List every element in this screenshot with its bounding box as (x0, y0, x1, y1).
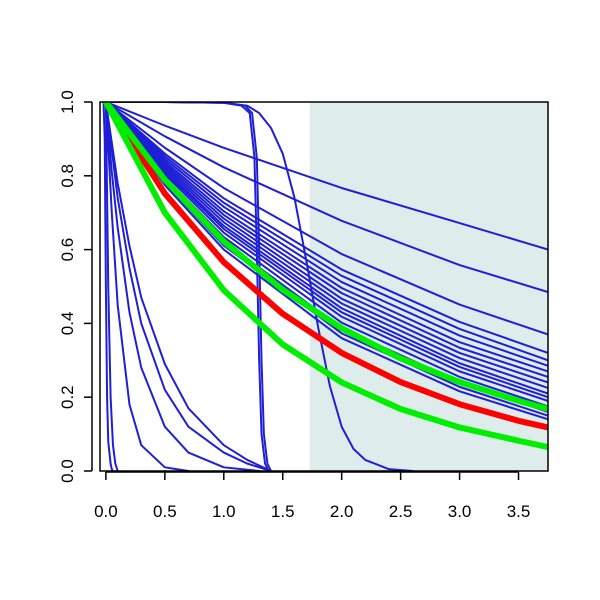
series-line-17 (102, 102, 114, 471)
series-line-22 (104, 102, 272, 471)
x-tick-label-0: 0.0 (94, 502, 118, 521)
series-line-1 (104, 102, 548, 294)
series-line-8 (104, 102, 548, 384)
series-line-11 (104, 102, 548, 399)
series-line-28 (102, 102, 548, 451)
x-tick-label-3: 1.5 (271, 502, 295, 521)
y-tick-label-3: 0.6 (58, 238, 77, 262)
axes-group: 0.0 0.5 1.0 1.5 2.0 2.5 3.0 3.5 0.0 0.2 0.4 0.6 0.8 1… (58, 90, 530, 521)
y-tick-label-2: 0.4 (58, 312, 77, 336)
series-line-26 (102, 102, 548, 431)
series-line-7 (104, 102, 548, 378)
series-line-5 (104, 102, 548, 367)
series-line-2 (104, 102, 548, 336)
series-line-25 (104, 102, 414, 471)
series-line-9 (104, 102, 548, 389)
x-tick-label-2: 1.0 (212, 502, 236, 521)
x-tick-label-7: 3.5 (507, 502, 531, 521)
plot-frame (99, 101, 549, 472)
series-line-20 (104, 102, 261, 471)
y-tick-label-5: 1.0 (58, 90, 77, 114)
series-group (102, 102, 548, 471)
series-line-18 (104, 102, 119, 471)
y-tick-label-0: 0.0 (58, 459, 77, 483)
y-tick-label-1: 0.2 (58, 385, 77, 409)
series-line-23 (104, 102, 270, 471)
series-line-0 (104, 102, 548, 251)
series-line-3 (104, 102, 548, 354)
series-line-24 (104, 102, 272, 471)
y-tick-label-4: 0.8 (58, 164, 77, 188)
x-tick-label-4: 2.0 (330, 502, 354, 521)
series-line-27 (102, 102, 548, 413)
x-tick-label-1: 0.5 (153, 502, 177, 521)
series-line-4 (104, 102, 548, 362)
series-line-6 (104, 102, 548, 373)
series-line-19 (104, 102, 190, 471)
x-tick-label-5: 2.5 (389, 502, 413, 521)
x-tick-label-6: 3.0 (448, 502, 472, 521)
series-line-21 (104, 102, 272, 471)
